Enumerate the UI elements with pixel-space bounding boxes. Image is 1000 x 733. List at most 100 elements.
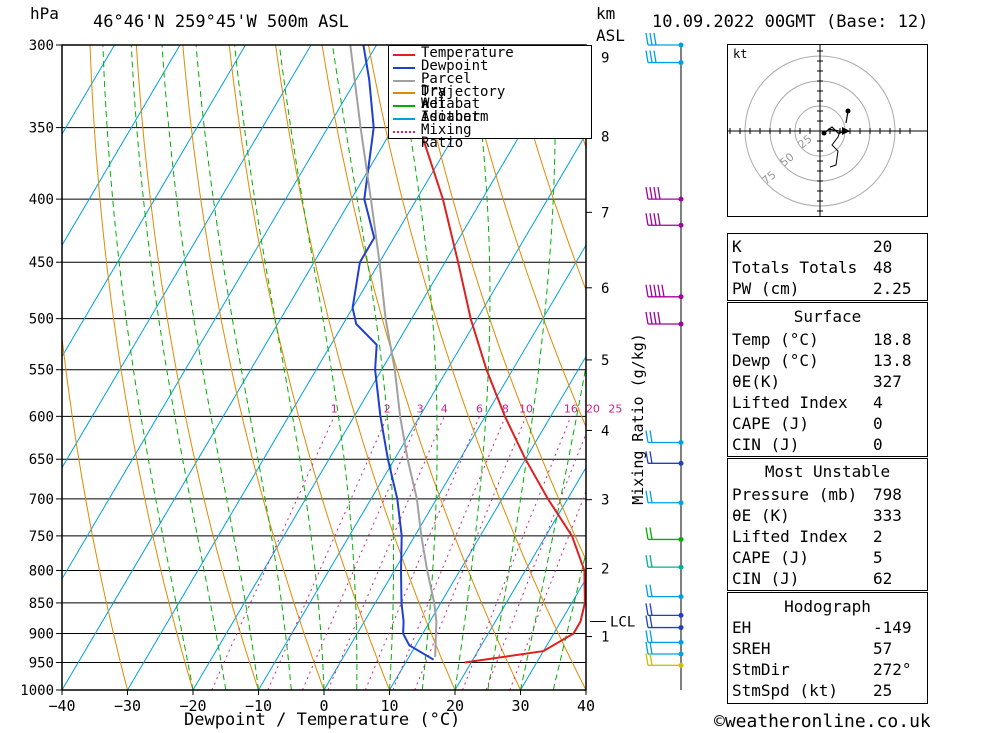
temperature-tick-label: −10: [245, 697, 272, 715]
wind-barb-feather: [645, 641, 649, 655]
datetime-title: 10.09.2022 00GMT (Base: 12): [652, 12, 929, 32]
mixing-ratio-line: [414, 416, 527, 690]
mixing-ratio-axis-label: Mixing Ratio (g/kg): [629, 333, 647, 505]
temperature-tick-label: 20: [446, 697, 464, 715]
height-km-label: 6: [601, 281, 609, 297]
hodograph-panel: kt 25 50 75: [727, 40, 928, 222]
pressure-tick-label: 550: [29, 363, 54, 379]
pressure-tick-label: 750: [29, 529, 54, 545]
wet-adiabat-line: [102, 45, 194, 690]
dry-adiabat-line: [507, 45, 586, 292]
index-value: 5: [873, 548, 883, 567]
pressure-tick-label: 300: [29, 38, 54, 54]
index-row: θE (K) 333: [728, 505, 927, 526]
wind-barb-feather: [649, 490, 653, 503]
index-row: CAPE (J) 5: [728, 547, 927, 568]
index-value: 333: [873, 506, 902, 525]
mixing-ratio-line: [509, 490, 586, 690]
mixing-ratio-line: [211, 416, 335, 690]
index-row: Lifted Index 4: [728, 392, 927, 413]
index-row: CIN (J) 62: [728, 568, 927, 589]
isotherm-line: [127, 45, 508, 690]
legend-label: Wet Adiabat: [421, 96, 481, 126]
wind-barb-feather: [645, 213, 649, 226]
mixing-ratio-tick-label: 10: [519, 402, 533, 415]
temperature-tick-label: 0: [319, 697, 328, 715]
index-label: K: [732, 237, 742, 256]
wet-adiabat-line: [395, 45, 438, 690]
surface-panel: Surface Temp (°C) 18.8 Dewp (°C) 13.8 θE(K) 3…: [727, 302, 928, 457]
wind-barb-feather: [649, 641, 653, 655]
chart-legend: Temperature Dewpoint Parcel Trajectory Dry …: [388, 45, 592, 150]
index-label: PW (cm): [732, 279, 800, 298]
wet-adiabat-line: [195, 45, 292, 690]
index-value: 13.8: [873, 351, 912, 370]
mixing-ratio-tick-label: 2: [384, 402, 391, 415]
temperature-tick-label: −30: [114, 697, 141, 715]
wet-adiabat-line: [332, 45, 394, 690]
height-km-label: 8: [601, 130, 609, 146]
wind-barb-feather: [653, 213, 657, 226]
index-value: 20: [873, 237, 893, 256]
isotherm-line: [62, 45, 246, 358]
pressure-tick-label: 1000: [20, 683, 54, 699]
index-value: 57: [873, 639, 893, 658]
pressure-tick-label: 500: [29, 312, 54, 328]
pressure-tick-label: 650: [29, 452, 54, 468]
wind-barb-feather: [645, 187, 649, 200]
wet-adiabat-line: [520, 363, 586, 690]
hodograph-unit: kt: [733, 47, 747, 61]
wind-barb-feather: [645, 311, 649, 325]
wind-barb-feather: [649, 630, 653, 643]
wind-barb-feather: [645, 284, 649, 297]
temperature-tick-label: 30: [511, 697, 529, 715]
wind-barb-feather: [657, 187, 661, 200]
x-axis-label: Dewpoint / Temperature (°C): [184, 710, 461, 730]
index-label: Lifted Index: [732, 393, 848, 412]
isotherm-line: [258, 133, 586, 690]
index-value: 48: [873, 258, 893, 277]
index-value: 2.25: [873, 279, 912, 298]
wind-barb-feather: [645, 430, 649, 443]
wet-adiabat-line: [552, 550, 586, 690]
lcl-label: LCL: [610, 615, 635, 631]
index-value: 18.8: [873, 330, 912, 349]
dry-adiabat-line: [972, 45, 1000, 690]
mixing-ratio-tick-label: 8: [502, 402, 509, 415]
wind-barb-feather: [645, 32, 649, 46]
index-value: 798: [873, 485, 902, 504]
dry-adiabat-line: [414, 45, 586, 561]
wind-barb-feather: [649, 213, 653, 226]
pressure-tick-label: 350: [29, 121, 54, 137]
hodograph-point: [821, 130, 827, 136]
wind-barb-feather: [649, 32, 653, 46]
index-value: 0: [873, 414, 883, 433]
pressure-tick-label: 400: [29, 192, 54, 208]
most-unstable-panel: Most Unstable Pressure (mb) 798 θE (K) 333 L…: [727, 458, 928, 591]
temperature-tick-label: −20: [179, 697, 206, 715]
index-value: 25: [873, 681, 893, 700]
index-label: Temp (°C): [732, 330, 819, 349]
wind-barb-feather: [649, 284, 653, 297]
pressure-tick-label: 700: [29, 492, 54, 508]
wind-barb-feather: [649, 187, 653, 200]
hodograph-indices-panel: Hodograph EH -149 SREH 57 StmDir 272° StmSpd (…: [727, 592, 928, 704]
series-temperature: [401, 45, 586, 664]
wind-barb-feather: [645, 527, 649, 540]
index-value: 0: [873, 435, 883, 454]
wind-barb-feather: [653, 311, 657, 325]
series-dewpoint: [351, 45, 435, 661]
index-row: CIN (J) 0: [728, 434, 927, 455]
index-label: StmSpd (kt): [732, 681, 838, 700]
dry-adiabat-line: [89, 45, 194, 690]
legend-label: Parcel Trajectory: [421, 70, 506, 100]
index-row: PW (cm) 2.25: [728, 278, 927, 299]
index-value: 327: [873, 372, 902, 391]
hodograph-title: Hodograph: [784, 597, 871, 616]
wind-barb-feather: [649, 653, 653, 666]
plot-frame: [61, 44, 587, 691]
wind-barb-feather: [649, 554, 653, 568]
isotherm-line: [192, 45, 574, 690]
wind-barb-feather: [649, 615, 653, 628]
index-label: CIN (J): [732, 569, 800, 588]
